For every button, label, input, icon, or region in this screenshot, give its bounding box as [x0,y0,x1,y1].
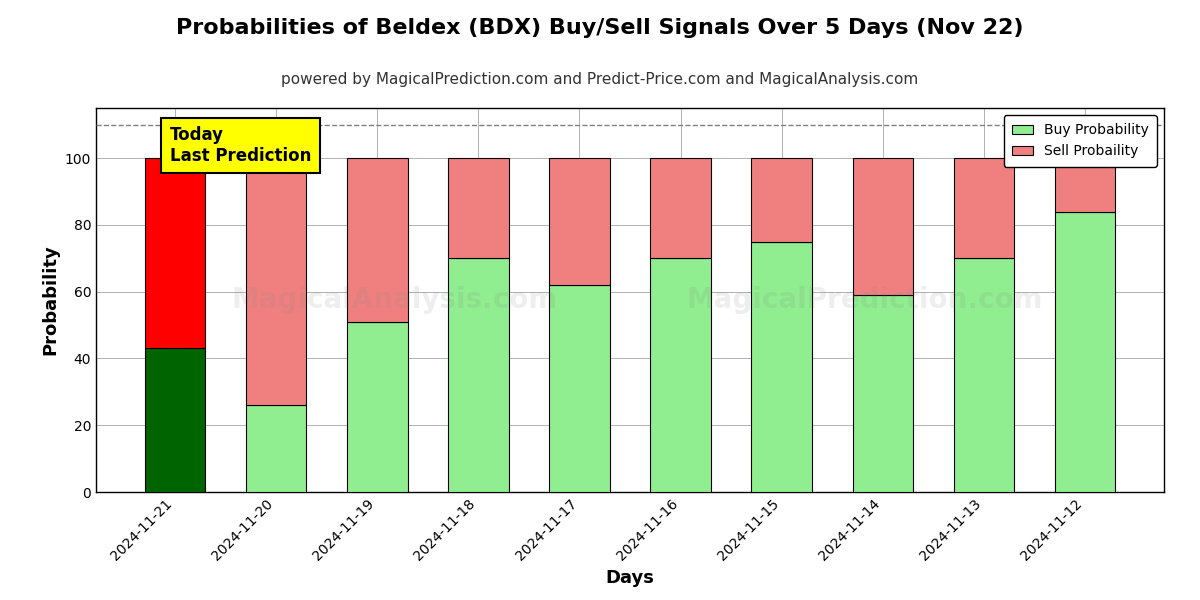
Bar [144,158,205,349]
Y-axis label: Probability: Probability [41,245,59,355]
Bar [144,349,205,492]
Text: Probabilities of Beldex (BDX) Buy/Sell Signals Over 5 Days (Nov 22): Probabilities of Beldex (BDX) Buy/Sell S… [176,18,1024,38]
Text: Today
Last Prediction: Today Last Prediction [170,127,311,165]
Bar [246,405,306,492]
Bar [954,258,1014,492]
Bar [954,158,1014,258]
Bar [448,158,509,258]
Bar [1055,212,1116,492]
Bar [347,158,408,322]
Bar [550,285,610,492]
Bar [550,158,610,285]
Bar [650,258,710,492]
Legend: Buy Probability, Sell Probaility: Buy Probability, Sell Probaility [1003,115,1157,167]
Text: MagicalPrediction.com: MagicalPrediction.com [686,286,1043,314]
Text: MagicalAnalysis.com: MagicalAnalysis.com [232,286,558,314]
Bar [347,322,408,492]
Bar [1055,158,1116,212]
Bar [852,158,913,295]
Bar [650,158,710,258]
Bar [751,158,812,242]
Bar [448,258,509,492]
Bar [852,295,913,492]
Bar [751,242,812,492]
Text: powered by MagicalPrediction.com and Predict-Price.com and MagicalAnalysis.com: powered by MagicalPrediction.com and Pre… [281,72,919,87]
X-axis label: Days: Days [606,569,654,587]
Bar [246,158,306,405]
